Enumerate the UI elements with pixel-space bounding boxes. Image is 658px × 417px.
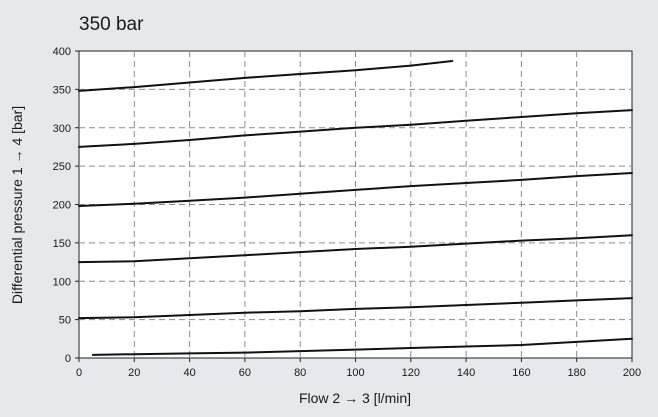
x-axis-title: Flow 2 → 3 [l/min] (299, 390, 411, 406)
y-tick-label: 50 (59, 315, 71, 327)
y-tick-label: 350 (53, 84, 71, 96)
series-line-4 (78, 172, 633, 207)
series-group (78, 60, 633, 356)
x-tick-label: 180 (568, 367, 586, 379)
series-line-2 (78, 297, 633, 320)
x-tick-label: 200 (623, 367, 641, 379)
series-line-3 (78, 234, 633, 264)
y-tick-label: 100 (53, 276, 71, 288)
series-line-6 (78, 60, 454, 92)
x-tick-label: 160 (512, 367, 530, 379)
y-tick-label: 250 (53, 161, 71, 173)
tick-labels: 0 20 40 60 80 100 120 140 160 180 200 0 50 100 150 200 2… (53, 46, 642, 379)
series-line-5 (78, 109, 633, 148)
series-line-1 (91, 337, 633, 356)
x-tick-label: 120 (402, 367, 420, 379)
x-tick-label: 140 (457, 367, 475, 379)
y-tick-label: 200 (53, 200, 71, 212)
y-tick-label: 300 (53, 123, 71, 135)
x-tick-label: 100 (346, 367, 364, 379)
x-tick-label: 20 (128, 367, 140, 379)
x-tick-label: 40 (183, 367, 195, 379)
y-tick-label: 0 (65, 353, 71, 365)
chart-title: 350 bar (79, 14, 144, 35)
y-axis-title: Differential pressure 1 → 4 [bar] (9, 106, 25, 304)
x-tick-label: 80 (294, 367, 306, 379)
y-tick-label: 400 (53, 46, 71, 58)
y-tick-label: 150 (53, 238, 71, 250)
x-tick-label: 60 (239, 367, 251, 379)
x-tick-label: 0 (76, 367, 82, 379)
